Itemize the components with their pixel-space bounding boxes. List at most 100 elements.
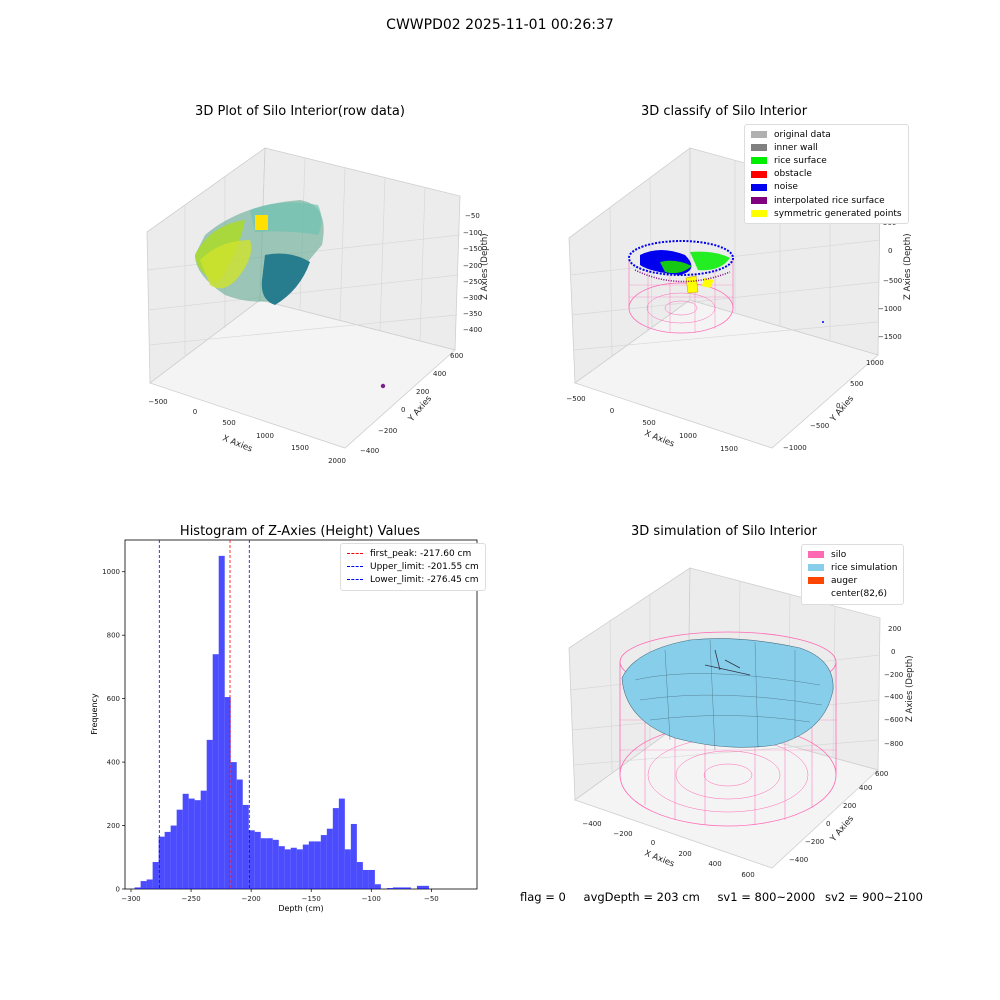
histogram-legend: first_peak: -217.60 cm Upper_limit: -201… [340,543,486,591]
raw-outlier-point [380,383,386,389]
sim-rice-surface [621,638,834,751]
histogram-bar [386,888,393,889]
histogram-bar [422,885,429,889]
raw-ztick: −400 [463,326,482,334]
histogram-bar [356,862,363,889]
status-footer: flag = 0 avgDepth = 203 cm sv1 = 800~200… [520,890,937,904]
legend-label: first_peak: -217.60 cm [370,548,472,559]
histogram-ytick-label: 800 [107,632,120,640]
histogram-title: Histogram of Z-Axies (Height) Values [179,524,421,539]
histogram-xtick-label: −250 [181,895,200,903]
legend-swatch [751,131,767,139]
legend-swatch [751,210,767,218]
histogram-bar [242,804,249,889]
raw-ztick: −150 [463,245,482,253]
sim-ytick: 0 [826,820,830,828]
classify-xtick: −500 [566,395,585,403]
sim-xtick: 400 [708,860,721,868]
legend-item: auger [808,574,897,587]
raw-ytick: 400 [433,370,446,378]
sim-ztick: −800 [884,740,903,748]
classify-ytick: −500 [810,422,829,430]
simulation-legend: silo rice simulation auger center(82,6) [801,544,905,605]
sim-ztick: −400 [884,693,903,701]
figure-title: CWWPD02 2025-11-01 00:26:37 [386,17,614,33]
legend-swatch [347,579,363,581]
histogram-bar [194,800,201,889]
classify-plot-title: 3D classify of Silo Interior [640,104,808,119]
histogram-bar [188,798,195,889]
histogram-bar [362,869,369,889]
classify-point-cloud [628,240,824,323]
classify-xtick: 1500 [720,445,738,453]
legend-label: original data [774,129,831,140]
classify-ytick: −1000 [783,444,807,452]
histogram-bar [206,739,213,889]
raw-ztick: −350 [463,310,482,318]
flag-text: flag = 0 [520,890,566,904]
raw-3d-plot: −500 0 500 1000 1500 2000 −400 −200 0 20… [146,147,490,465]
histogram-xtick-label: −300 [121,895,140,903]
histogram-bar [254,831,261,889]
sv1-text: sv1 = 800~2000 [717,890,816,904]
raw-ytick: −200 [378,427,397,435]
histogram-ytick-label: 200 [107,822,120,830]
histogram-xtick-label: −200 [242,895,261,903]
raw-ytick: −400 [360,447,379,455]
histogram-bar [218,555,225,889]
histogram-bar [284,849,291,889]
histogram-bar [368,869,375,889]
histogram-bar [158,836,165,889]
raw-floor-pane [149,299,456,449]
classify-ztick: −1000 [878,305,902,313]
histogram-bar [272,839,279,889]
sim-xtick: −400 [582,820,601,828]
histogram-bar [392,887,399,889]
sim-ztick: 200 [888,625,901,633]
classify-y-axis-label: Y Axies [828,394,856,425]
raw-ytick: 600 [450,352,463,360]
legend-label: inner wall [774,142,818,153]
raw-z-axis-label: Z Axies (Depth) [480,233,490,300]
classify-xtick: 0 [610,407,614,415]
raw-ztick: −200 [463,262,482,270]
legend-label: interpolated rice surface [774,195,885,206]
sim-xtick: −200 [613,830,632,838]
histogram-xtick-label: −150 [302,895,321,903]
histogram-bar [290,847,297,889]
sim-xtick: 600 [741,871,754,879]
legend-swatch [751,157,767,165]
histogram-bar [152,862,159,889]
sim-z-axis-label: Z Axies (Depth) [905,655,915,722]
sim-ytick: 600 [875,770,888,778]
legend-item: noise [751,181,902,194]
legend-swatch [808,577,824,585]
sim-xtick: 200 [678,850,691,858]
legend-swatch [347,566,363,568]
histogram-bar [260,838,267,889]
raw-ztick: −250 [463,278,482,286]
sim-x-axis-label: X Axies [643,849,676,870]
histogram-bar [230,762,237,889]
legend-label: rice surface [774,155,827,166]
raw-point-cloud [195,200,386,389]
histogram-bar [302,844,309,889]
legend-label: Upper_limit: -201.55 cm [370,561,479,572]
histogram-chart: −300 −250 −200 −150 −100 −50 0 200 400 600 800 100… [90,539,478,913]
raw-ytick: 200 [416,388,429,396]
classify-xtick: 1000 [679,432,697,440]
histogram-x-axis-label: Depth (cm) [278,904,323,913]
legend-label: Lower_limit: -276.45 cm [370,574,479,585]
legend-label: rice simulation [831,562,898,573]
legend-swatch [751,170,767,178]
sim-ytick: 400 [859,784,872,792]
raw-ztick: −50 [465,212,480,220]
histogram-bar [176,809,183,889]
legend-label: silo [831,549,847,560]
raw-ztick: −300 [463,294,482,302]
legend-item: first_peak: -217.60 cm [347,547,479,560]
classify-legend: original data inner wall rice surface ob… [744,124,909,225]
raw-xtick: 0 [193,408,197,416]
classify-ztick: −1500 [878,333,902,341]
classify-noise-point [822,321,824,323]
